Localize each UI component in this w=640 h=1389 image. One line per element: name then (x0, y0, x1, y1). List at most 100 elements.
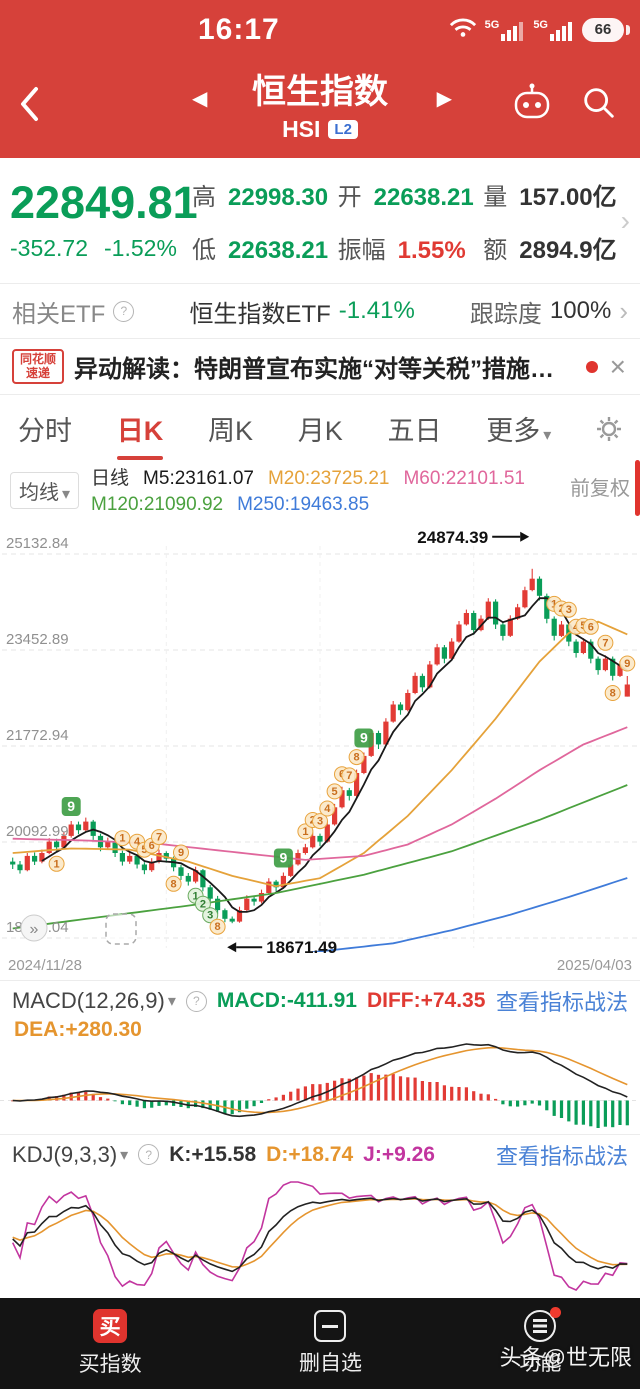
svg-text:8: 8 (354, 752, 360, 764)
prev-stock-icon[interactable]: ◀ (192, 88, 208, 110)
nav-bar: ◀ 恒生指数 HSI L2 ▶ (0, 60, 640, 158)
ma-values: 日线 M5:23161.07 M20:23725.21 M60:22101.51… (91, 466, 558, 517)
svg-text:18671.49: 18671.49 (266, 938, 337, 957)
svg-text:1: 1 (54, 858, 60, 870)
strategy-link[interactable]: 查看指标战法 (495, 1143, 628, 1169)
ma120-value: M120:21090.92 (91, 493, 224, 515)
last-price: 22849.81 (10, 177, 198, 229)
signal-5g-icon: 5G (485, 19, 526, 41)
strategy-link[interactable]: 查看指标战法 (495, 990, 628, 1015)
search-icon[interactable] (580, 84, 618, 127)
svg-text:2024/11/28: 2024/11/28 (8, 957, 82, 974)
quote-panel[interactable]: 22849.81 -352.72 -1.52% 高 22998.30 开 22638… (0, 158, 640, 283)
svg-text:25132.84: 25132.84 (6, 535, 69, 552)
d-value: D:+18.74 (266, 1142, 354, 1166)
info-icon[interactable]: ? (185, 990, 207, 1012)
nav-title-block: 恒生指数 HSI L2 (0, 64, 640, 143)
svg-text:23452.89: 23452.89 (6, 631, 69, 648)
news-headline[interactable]: 异动解读：特朗普宣布实施“对等关税”措施… (74, 356, 555, 383)
svg-text:3: 3 (207, 910, 213, 922)
l2-badge: L2 (328, 120, 358, 139)
svg-text:4: 4 (134, 836, 141, 848)
stat-low: 低 22638.21 (192, 236, 329, 264)
j-value: J:+9.26 (363, 1142, 435, 1166)
svg-text:6: 6 (149, 840, 155, 852)
period-tabs: 分时 日K 周K 月K 五日 更多 ▾ (0, 394, 640, 462)
watermark: 头条@世无限 (499, 1345, 632, 1370)
status-time: 16:17 (198, 13, 280, 46)
ma60-value: M60:22101.51 (403, 468, 525, 489)
kdj-dropdown[interactable]: KDJ(9,3,3) ▾ (12, 1141, 129, 1167)
tracking-label: 跟踪度 (469, 300, 542, 328)
price-change-pct: -1.52% (104, 234, 177, 261)
svg-text:7: 7 (156, 832, 162, 844)
related-etf-label: 相关ETF (12, 300, 106, 328)
status-icons: 5G 5G 66 (449, 16, 630, 43)
svg-text:20092.99: 20092.99 (6, 823, 69, 840)
assistant-robot-icon[interactable] (510, 82, 554, 129)
tab-daily-k[interactable]: 日K (115, 395, 166, 462)
diff-value: DIFF:+74.35 (366, 989, 486, 1012)
svg-text:21772.94: 21772.94 (6, 727, 69, 744)
back-button[interactable] (16, 82, 42, 131)
status-bar: 16:17 5G 5G 66 (0, 0, 640, 60)
info-icon[interactable]: ? (138, 1144, 160, 1165)
ma20-value: M20:23725.21 (267, 468, 390, 489)
news-ticker[interactable]: 同花顺 速递 异动解读：特朗普宣布实施“对等关税”措施… × (0, 338, 640, 394)
next-stock-icon[interactable]: ▶ (436, 88, 452, 110)
page-title: 恒生指数 (252, 73, 388, 111)
kdj-svg[interactable] (0, 1174, 640, 1298)
tab-intraday[interactable]: 分时 (18, 416, 72, 446)
functions-button[interactable]: 功能 (519, 1307, 562, 1377)
chevron-right-icon[interactable]: › (620, 204, 630, 236)
minus-square-icon (314, 1310, 347, 1342)
caret-down-icon: ▾ (62, 486, 71, 503)
ths-express-logo: 同花顺 速递 (12, 348, 65, 385)
main-chart-svg[interactable]: 25132.8423452.8921772.9420092.9918413.04… (0, 518, 640, 980)
svg-text:2: 2 (200, 898, 206, 910)
stock-code: HSI (282, 116, 321, 142)
macd-svg[interactable] (0, 1038, 640, 1134)
svg-text:1: 1 (119, 833, 125, 845)
period-label: 日线 (91, 468, 130, 489)
chevron-right-icon: › (619, 295, 628, 326)
k-value: K:+15.58 (169, 1142, 257, 1166)
svg-text:8: 8 (215, 921, 221, 933)
chart-settings-gear-icon[interactable] (594, 414, 624, 444)
bottom-toolbar: 买 买指数 删自选 功能 头条@世无限 (0, 1298, 640, 1389)
stat-open: 开 22638.21 (337, 183, 474, 211)
close-icon[interactable]: × (609, 350, 626, 382)
remove-watchlist-button[interactable]: 删自选 (299, 1310, 362, 1377)
macd-dropdown[interactable]: MACD(12,26,9) ▾ (12, 988, 176, 1013)
menu-circle-icon (524, 1307, 562, 1342)
info-icon[interactable]: ? (113, 300, 135, 322)
ma250-value: M250:19463.85 (237, 493, 370, 515)
tab-weekly-k[interactable]: 周K (207, 416, 253, 446)
etf-change: -1.41% (338, 297, 415, 324)
tab-five-day[interactable]: 五日 (387, 416, 442, 446)
svg-text:5: 5 (141, 844, 147, 856)
svg-text:8: 8 (171, 878, 177, 890)
svg-text:9: 9 (280, 850, 288, 866)
svg-text:4: 4 (324, 803, 331, 815)
notification-dot (550, 1307, 562, 1318)
tracking-value: 100% (549, 297, 612, 324)
related-etf-row[interactable]: 相关ETF ? 恒生指数ETF -1.41% 跟踪度 100% › (0, 283, 640, 338)
stat-amplitude: 振幅 1.55% (337, 236, 466, 264)
ma5-value: M5:23161.07 (143, 468, 254, 489)
price-block: 22849.81 -352.72 -1.52% (10, 177, 198, 261)
svg-text:9: 9 (178, 847, 184, 859)
etf-name: 恒生指数ETF (189, 300, 331, 328)
caret-down-icon: ▾ (120, 1146, 129, 1164)
ma-dropdown[interactable]: 均线 ▾ (10, 472, 80, 509)
caret-down-icon: ▾ (167, 993, 176, 1010)
adjust-mode-button[interactable]: 前复权 (570, 478, 630, 500)
buy-index-button[interactable]: 买 买指数 (79, 1309, 142, 1378)
svg-text:9: 9 (67, 798, 75, 814)
svg-text:7: 7 (602, 637, 608, 649)
tab-more[interactable]: 更多 ▾ (486, 416, 552, 446)
stat-volume: 量 157.00亿 (483, 183, 617, 211)
kdj-header: KDJ(9,3,3) ▾ ? K:+15.58 D:+18.74 J:+9.26 … (0, 1134, 640, 1174)
quote-stats: 高 22998.30 开 22638.21 量 157.00亿 低 22638.21 振… (192, 177, 617, 265)
tab-monthly-k[interactable]: 月K (297, 416, 343, 446)
